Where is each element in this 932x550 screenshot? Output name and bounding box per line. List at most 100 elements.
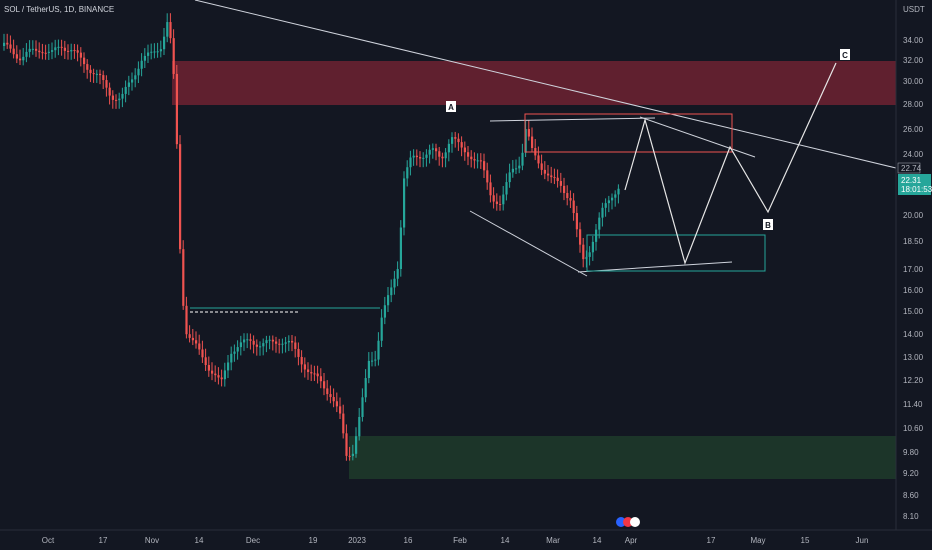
candle-body: [204, 357, 207, 366]
candle-body: [431, 148, 434, 150]
candle-body: [79, 52, 82, 58]
candle-body: [575, 213, 578, 230]
candle-body: [527, 129, 530, 137]
candle-body: [51, 50, 54, 52]
candle-body: [207, 365, 210, 371]
candle-body: [412, 155, 415, 158]
candle-body: [239, 342, 242, 348]
candle-body: [73, 50, 76, 52]
candle-body: [166, 22, 169, 37]
candle-body: [143, 55, 146, 61]
candle-body: [537, 155, 540, 164]
candle-body: [131, 79, 134, 83]
candle-body: [191, 337, 194, 341]
candle-body: [172, 38, 175, 74]
candle-body: [89, 69, 92, 74]
candle-body: [611, 197, 614, 201]
candle-body: [326, 388, 329, 395]
candle-body: [278, 343, 281, 345]
candle-body: [543, 169, 546, 174]
candle-body: [44, 52, 47, 54]
y-tick-label: 8.60: [903, 491, 919, 500]
candle-body: [617, 188, 620, 195]
candle-body: [588, 252, 591, 257]
event-flags-icon[interactable]: [616, 517, 640, 527]
candle-body: [102, 75, 105, 81]
projection-path: [624, 62, 837, 265]
candle-body: [275, 341, 278, 344]
candle-body: [495, 201, 498, 204]
triangle-lower-line: [469, 210, 588, 277]
candle-body: [281, 343, 284, 345]
candle-body: [550, 175, 553, 178]
y-tick-label: 11.40: [903, 400, 923, 409]
candle-body: [271, 339, 274, 342]
candle-body: [243, 339, 246, 343]
candle-body: [60, 46, 63, 48]
candle-body: [470, 156, 473, 160]
candle-body: [351, 453, 354, 457]
candle-body: [294, 342, 297, 349]
svg-text:B: B: [765, 221, 771, 230]
candle-body: [310, 372, 313, 374]
price-badge: 22.31 18:01:53: [898, 174, 932, 195]
y-tick-label: 13.00: [903, 353, 924, 362]
candle-body: [220, 377, 223, 380]
candle-body: [246, 339, 249, 341]
candle-body: [591, 241, 594, 253]
price-axis[interactable]: USDT 34.0032.0030.0028.0026.0024.0022.00…: [895, 0, 932, 530]
candle-body: [531, 136, 534, 149]
candle-body: [284, 342, 287, 344]
candle-body: [265, 340, 268, 344]
y-tick-label: 14.00: [903, 330, 924, 339]
candle-body: [38, 50, 41, 53]
x-tick-label: 17: [99, 536, 108, 545]
x-tick-label: Nov: [145, 536, 159, 545]
candle-body: [211, 370, 214, 374]
candle-body: [140, 60, 143, 69]
candle-body: [396, 269, 399, 279]
candle-body: [252, 340, 255, 345]
candle-body: [377, 340, 380, 360]
candle-body: [92, 73, 95, 75]
candle-body: [422, 157, 425, 159]
candle-body: [307, 369, 310, 373]
candle-body: [559, 181, 562, 186]
candle-body: [259, 346, 262, 348]
candle-body: [12, 48, 15, 55]
candle-body: [150, 51, 153, 53]
candle-body: [332, 397, 335, 402]
candle-body: [483, 161, 486, 171]
triangle-upper-line: [489, 117, 656, 122]
candle-body: [406, 167, 409, 179]
candle-body: [371, 360, 374, 362]
candle-body: [364, 378, 367, 398]
candle-body: [175, 73, 178, 145]
candle-body: [518, 165, 521, 169]
candle-body: [127, 82, 130, 87]
candle-body: [524, 129, 527, 153]
wedge-line-lower: [577, 261, 733, 273]
candle-body: [345, 433, 348, 456]
time-axis[interactable]: Oct 17 Nov 14 Dec 19 2023 16 Feb 14 Mar 14 Apr 17 May 1…: [0, 529, 932, 545]
wedge-line-upper: [639, 116, 756, 158]
candle-body: [300, 356, 303, 365]
candle-body: [76, 50, 79, 53]
candle-body: [179, 144, 182, 250]
candle-body: [467, 152, 470, 157]
candle-body: [28, 48, 31, 52]
y-tick-label: 30.00: [903, 77, 924, 86]
candle-body: [595, 229, 598, 242]
candle-body: [556, 177, 559, 182]
y-tick-label: 9.20: [903, 469, 919, 478]
candle-body: [316, 373, 319, 377]
y-tick-label: 20.00: [903, 211, 924, 220]
candle-body: [70, 50, 73, 52]
candle-body: [54, 47, 57, 51]
candle-body: [195, 340, 198, 344]
candle-body: [569, 198, 572, 201]
candle-body: [230, 353, 233, 363]
candle-body: [607, 200, 610, 204]
symbol-title: SOL / TetherUS, 1D, BINANCE: [4, 5, 115, 14]
